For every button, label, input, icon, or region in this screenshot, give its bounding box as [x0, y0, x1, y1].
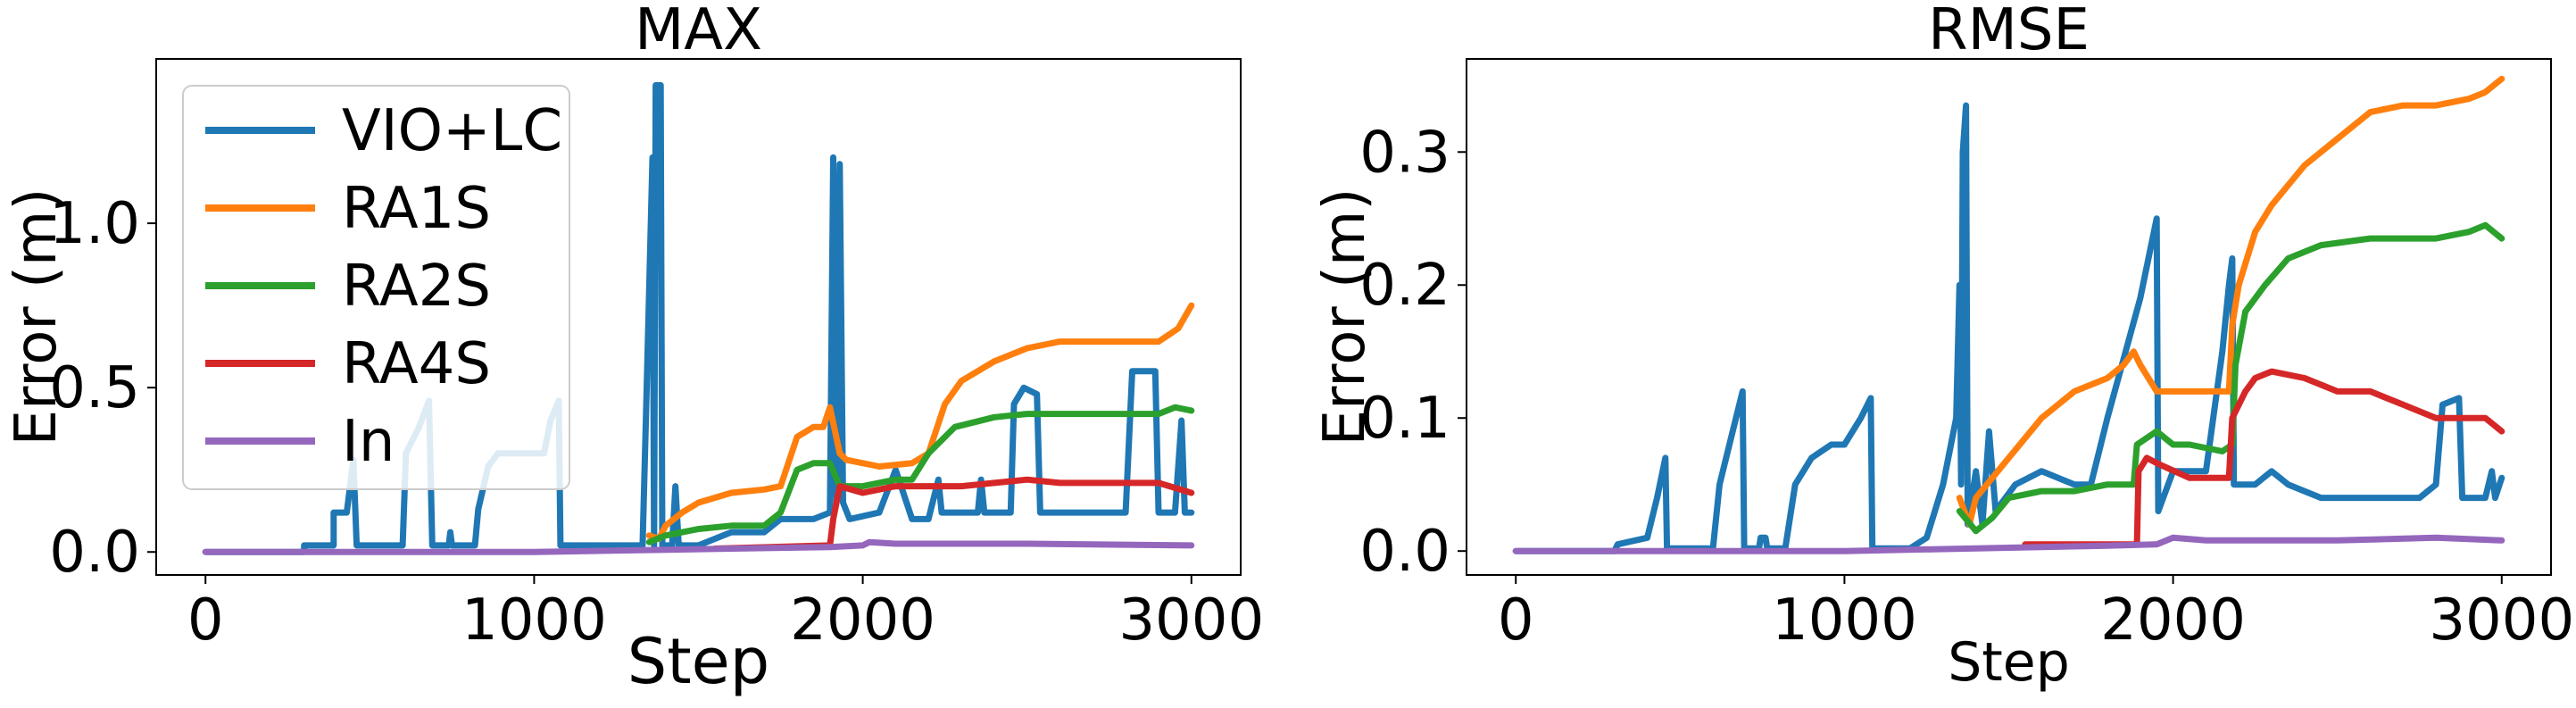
max-plot-frame: [155, 58, 1242, 576]
rmse-y-tick-label: 0.0: [1359, 519, 1450, 585]
max-x-axis-label: Step: [627, 625, 769, 698]
max-y-tick-label: 1.0: [49, 191, 140, 257]
legend-label-ra2s: RA2S: [342, 254, 491, 320]
max-chart-title: MAX: [635, 0, 762, 63]
rmse-series-ra2s: [1956, 221, 2505, 535]
legend-box: [182, 85, 570, 490]
max-x-tick-label: 3000: [1118, 587, 1264, 654]
rmse-ticks: 0 1000 2000 3000 0.0 0.1 0.2 0.3: [1359, 120, 2574, 654]
max-y-tick-label: 0.0: [49, 520, 140, 586]
rmse-series-in: [1512, 534, 2505, 554]
legend-label-in: In: [342, 409, 395, 475]
rmse-lines: [1512, 75, 2505, 554]
rmse-plot-frame: [1466, 58, 2552, 576]
rmse-series-ra1s: [1956, 75, 2505, 528]
rmse-chart-title: RMSE: [1928, 0, 2090, 63]
max-series-ra4s: [711, 476, 1195, 552]
rmse-y-axis-label: Error (m): [1312, 188, 1378, 446]
legend-label-ra1s: RA1S: [342, 176, 491, 242]
rmse-y-tick-label: 0.2: [1359, 253, 1450, 319]
max-y-tick-label: 0.5: [49, 355, 140, 421]
max-ticks: 0 1000 2000 3000 0.0 0.5 1.0: [49, 191, 1264, 654]
max-series-ra2s: [645, 404, 1195, 546]
legend-label-ra4s: RA4S: [342, 331, 491, 397]
rmse-series-ra4s: [2022, 368, 2505, 548]
rmse-x-tick-label: 0: [1498, 587, 1534, 654]
max-x-tick-label: 1000: [461, 587, 607, 654]
max-legend: VIO+LC RA1S RA2S RA4S In: [182, 85, 570, 490]
max-series-ra1s: [645, 302, 1195, 542]
rmse-x-axis-label: Step: [1948, 631, 2070, 694]
rmse-x-tick-label: 3000: [2429, 587, 2574, 654]
max-x-tick-label: 2000: [790, 587, 935, 654]
max-x-tick-label: 0: [187, 587, 224, 654]
rmse-series-vio-lc: [1512, 102, 2505, 554]
rmse-x-tick-label: 1000: [1772, 587, 1917, 654]
rmse-y-tick-label: 0.1: [1359, 386, 1450, 452]
max-chart-panel: MAX Step Error (m) 0 1000 2000 3000 0.0 0.5 1.…: [4, 0, 1264, 698]
rmse-y-tick-label: 0.3: [1359, 120, 1450, 186]
rmse-chart-panel: RMSE Step Error (m) 0 1000 2000 30000.00.10…: [1312, 0, 2574, 694]
max-series-in: [202, 538, 1195, 555]
max-y-axis-label: Error (m): [4, 188, 70, 446]
legend-label-vio-lc: VIO+LC: [342, 98, 562, 164]
rmse-x-tick-label: 2000: [2100, 587, 2246, 654]
